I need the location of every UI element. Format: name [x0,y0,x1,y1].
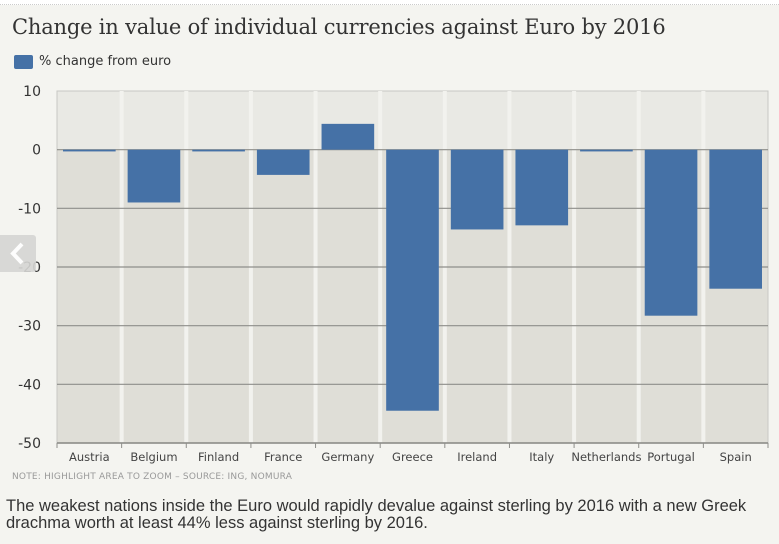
x-tick-label: Belgium [130,450,177,464]
bar-france[interactable] [256,149,310,175]
source-note: NOTE: HIGHLIGHT AREA TO ZOOM – SOURCE: I… [12,472,293,482]
x-tick-label: Italy [529,450,554,464]
bar-belgium[interactable] [127,149,181,203]
y-tick-label: 0 [32,143,41,159]
chart-title: Change in value of individual currencies… [12,15,666,39]
x-tick-label: Spain [720,450,752,464]
bar-spain[interactable] [709,149,762,289]
x-tick-label: Austria [69,450,110,464]
bar-italy[interactable] [515,149,569,226]
bar-germany[interactable] [321,123,375,150]
x-tick-label: Portugal [647,450,695,464]
y-tick-label: 10 [23,84,41,100]
x-tick-label: Greece [392,450,433,464]
top-border [0,0,779,5]
y-tick-label: -50 [18,436,41,452]
caption: The weakest nations inside the Euro woul… [6,497,747,532]
x-tick-label: Germany [321,450,374,464]
x-tick-label: Netherlands [571,450,641,464]
bar-ireland[interactable] [450,149,504,230]
bar-finland[interactable] [192,149,245,152]
y-tick-label: -10 [18,201,41,217]
x-tick-label: France [264,450,302,464]
legend[interactable]: % change from euro [14,54,171,69]
bar-netherlands[interactable] [580,149,633,152]
bar-chart[interactable]: 100-10-20-30-40-50 AustriaBelgiumFinland… [0,80,779,470]
legend-swatch [14,54,33,69]
y-tick-label: -40 [18,377,41,393]
prev-chevron-button[interactable] [0,235,36,272]
bar-austria[interactable] [63,149,116,152]
bar-greece[interactable] [386,149,439,411]
chevron-left-icon [10,242,24,265]
y-tick-label: -30 [18,319,41,335]
x-tick-label: Ireland [457,450,497,464]
bar-portugal[interactable] [644,149,698,316]
plot-bg-positive [57,91,768,150]
x-tick-label: Finland [198,450,239,464]
legend-label: % change from euro [39,54,172,69]
